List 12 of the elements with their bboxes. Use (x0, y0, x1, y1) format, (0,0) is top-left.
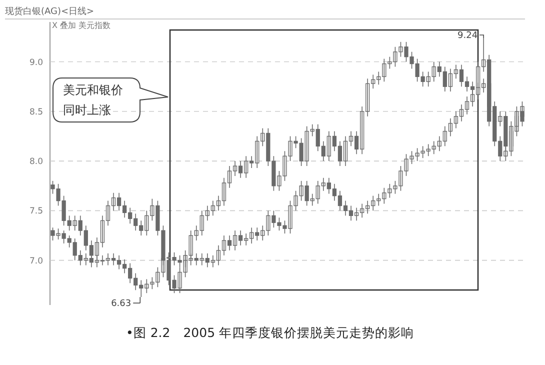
y-tick-label: 9.0 (29, 58, 43, 68)
y-tick-label: 8.0 (29, 157, 43, 168)
chart-title: 现货白银(AG)<日线> (5, 6, 94, 17)
y-tick-label: 8.5 (29, 107, 43, 118)
annotation: 9.24 (458, 31, 478, 41)
annotation: 美元和银价 (63, 83, 123, 97)
text: •图 2.2 2005 年四季度银价摆脱美元走势的影响 (126, 325, 414, 340)
annotation: 6.63 (111, 299, 132, 310)
annotation: 同时上涨 (63, 103, 111, 117)
y-tick-label: 7.0 (29, 256, 43, 266)
chart-subtitle: X 叠加 美元指数 (52, 21, 111, 30)
y-tick-label: 7.5 (29, 206, 43, 217)
